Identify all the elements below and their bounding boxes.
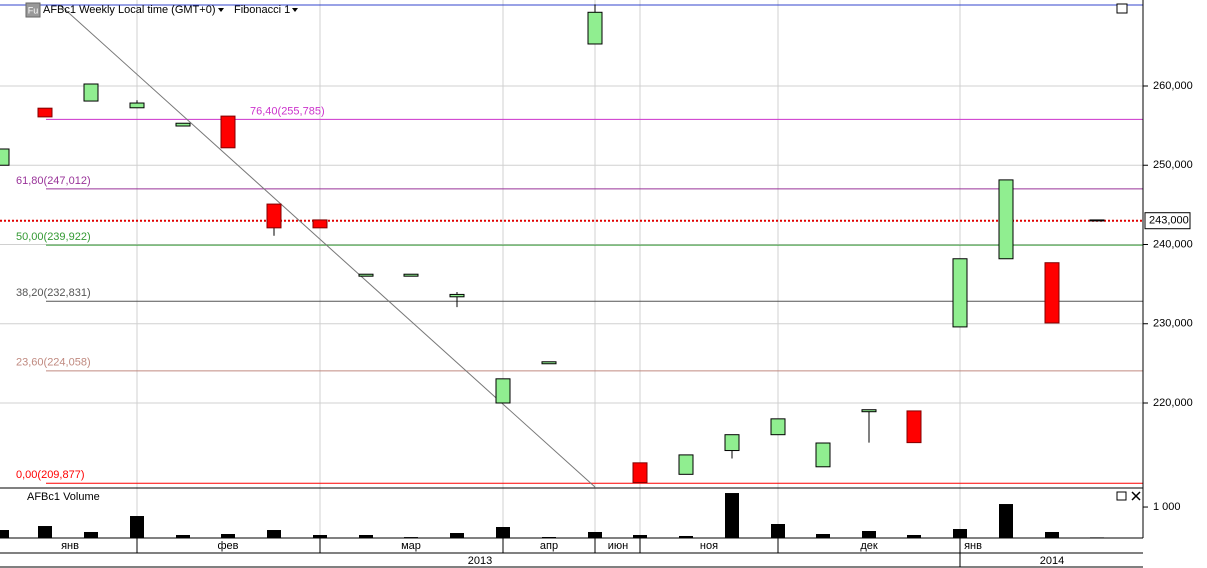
last-price-label: 243,000 — [1149, 215, 1189, 227]
symbol-icon-text: Fu — [28, 5, 39, 15]
candle-body — [266, 203, 282, 229]
month-label: июн — [608, 540, 628, 552]
symbol-icon[interactable] — [25, 2, 41, 18]
chart-title[interactable]: AFBc1 Weekly Local time (GMT+0) — [43, 4, 215, 16]
month-label: апр — [540, 540, 558, 552]
last-price-box — [1144, 212, 1191, 230]
volume-bar — [816, 534, 830, 538]
marks — [0, 4, 1105, 538]
candle-body — [1044, 262, 1060, 324]
y-tick-label: 260,000 — [1153, 80, 1193, 92]
study-title[interactable]: Fibonacci 1 — [234, 4, 290, 16]
title-dropdown[interactable] — [218, 8, 224, 12]
volume-bar — [267, 530, 281, 538]
axes: 220,000 230,000 240,000 250,000 260,000 1 000… — [61, 80, 1193, 567]
candle-body — [724, 434, 740, 452]
candle-body — [449, 293, 465, 298]
maximize-button[interactable] — [1116, 3, 1128, 14]
candle-body — [0, 148, 10, 166]
volume-bar — [999, 504, 1013, 538]
volume-close-button[interactable] — [1131, 491, 1141, 501]
volume-bar — [130, 516, 144, 538]
volume-bar — [38, 526, 52, 538]
volume-bar — [359, 534, 373, 538]
candle-body — [83, 83, 99, 102]
volume-maximize-button[interactable] — [1116, 491, 1127, 501]
candle-body — [632, 462, 648, 484]
candle-body — [358, 273, 374, 277]
volume-bar — [725, 493, 739, 538]
volume-bar — [313, 534, 327, 538]
volume-bar — [221, 534, 235, 538]
grid — [0, 0, 1143, 538]
year-label: 2013 — [468, 555, 492, 567]
candle-body — [129, 102, 145, 109]
study-dropdown[interactable] — [292, 8, 298, 12]
fib-label: 38,20(232,831) — [16, 287, 91, 299]
volume-title: AFBc1 Volume — [27, 491, 100, 503]
volume-bar — [679, 535, 693, 538]
fibonacci: 76,40(255,785) 61,80(247,012) 50,00(239,92… — [0, 105, 1143, 484]
y-tick-label: 250,000 — [1153, 159, 1193, 171]
fib-label: 76,40(255,785) — [250, 105, 325, 117]
fib-label: 0,00(209,877) — [16, 469, 85, 481]
month-label: ноя — [700, 540, 718, 552]
candle-body — [587, 11, 603, 45]
volume-bar — [176, 534, 190, 538]
month-label: янв — [61, 540, 79, 552]
year-label: 2014 — [1040, 555, 1064, 567]
month-label: фев — [217, 540, 238, 552]
candle-body — [906, 410, 922, 444]
candle-body — [952, 258, 968, 328]
volume-bar — [496, 527, 510, 538]
candle-body — [495, 378, 511, 404]
y-tick-label: 220,000 — [1153, 397, 1193, 409]
candle-body — [175, 122, 191, 127]
volume-bar — [588, 531, 602, 538]
y-tick-label: 240,000 — [1153, 238, 1193, 250]
candle-body — [37, 107, 53, 118]
volume-bar — [862, 531, 876, 538]
month-label: янв — [964, 540, 982, 552]
candle-body — [1089, 219, 1105, 222]
candle-body — [815, 442, 831, 468]
candle-body — [998, 179, 1014, 260]
candle-body — [770, 418, 786, 436]
y-tick-label: 230,000 — [1153, 318, 1193, 330]
volume-bar — [1045, 531, 1059, 538]
volume-bar — [84, 531, 98, 538]
volume-bar — [633, 534, 647, 538]
candle-body — [312, 219, 328, 229]
month-label: мар — [401, 540, 421, 552]
volume-bar — [953, 529, 967, 538]
candle-body — [220, 115, 236, 149]
volume-bar — [907, 534, 921, 538]
candle-body — [861, 409, 877, 413]
candle-body — [541, 361, 557, 365]
close-icon — [1131, 491, 1141, 501]
fib-label: 50,00(239,922) — [16, 231, 91, 243]
trend-line — [59, 4, 596, 488]
volume-bar — [0, 530, 9, 538]
volume-bar — [450, 533, 464, 538]
volume-tick-label: 1 000 — [1153, 501, 1181, 513]
candle-body — [678, 454, 694, 475]
month-label: дек — [860, 540, 878, 552]
fib-label: 61,80(247,012) — [16, 175, 91, 187]
candle-body — [403, 273, 419, 277]
volume-bar — [771, 524, 785, 538]
fib-label: 23,60(224,058) — [16, 357, 91, 369]
